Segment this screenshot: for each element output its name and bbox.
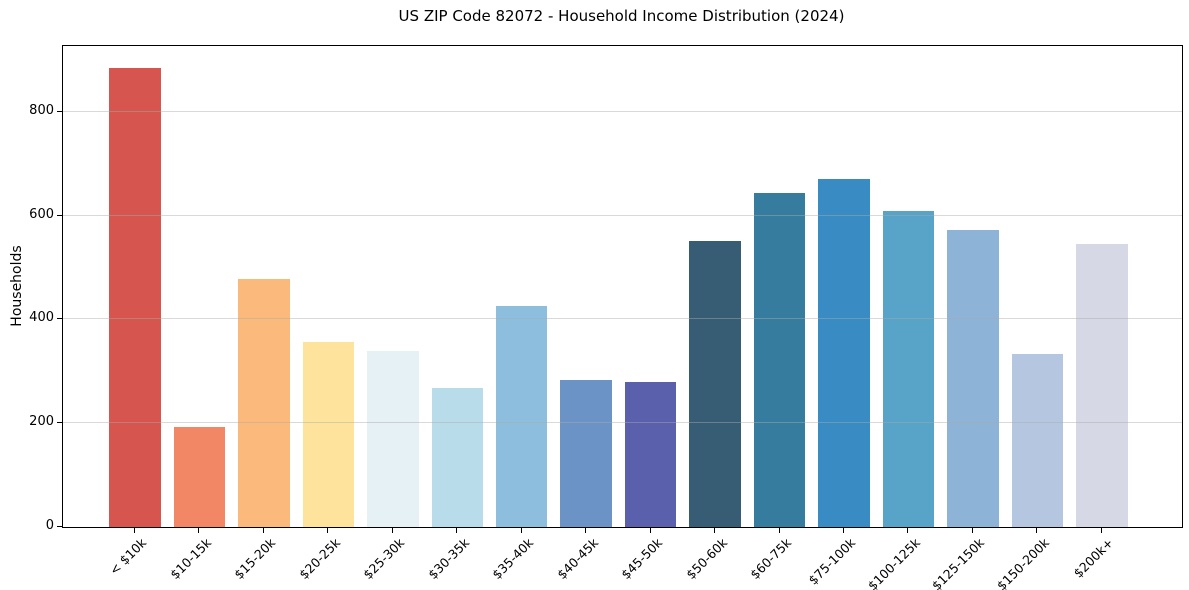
- x-tick-mark-40-45k: [585, 528, 587, 533]
- bar-60-75k: [753, 193, 806, 527]
- x-tick-mark-10-15k: [198, 528, 200, 533]
- x-tick-label-100-125k: $100-125k: [864, 535, 923, 590]
- bar-100-125k: [882, 211, 935, 527]
- plot-area: [62, 45, 1183, 528]
- bar-150-200k: [1011, 354, 1064, 527]
- x-tick-mark-25-30k: [391, 528, 393, 533]
- x-tick-label-150-200k: $150-200k: [993, 535, 1052, 590]
- x-tick-label-15-20k: $15-20k: [231, 535, 279, 583]
- y-tick-mark-600: [57, 214, 62, 216]
- x-tick-label-200k+: $200k+: [1070, 535, 1117, 581]
- x-tick-label-20-25k: $20-25k: [295, 535, 343, 583]
- x-tick-mark-125-150k: [971, 528, 973, 533]
- bar-75-100k: [818, 179, 870, 527]
- x-tick-mark-20-25k: [327, 528, 329, 533]
- x-tick-mark-200k+: [1100, 528, 1102, 533]
- y-tick-label-800: 800: [29, 102, 54, 118]
- x-tick-mark-75-100k: [842, 528, 844, 533]
- bar-200k+: [1076, 244, 1128, 527]
- x-tick-label-75-100k: $75-100k: [805, 535, 859, 588]
- x-tick-label-10k: < $10k: [106, 535, 150, 578]
- x-tick-label-35-40k: $35-40k: [489, 535, 537, 583]
- y-tick-label-400: 400: [29, 310, 54, 326]
- bar-10k: [109, 67, 161, 527]
- x-tick-mark-150-200k: [1036, 528, 1038, 533]
- chart-title: US ZIP Code 82072 - Household Income Dis…: [398, 7, 845, 25]
- bar-45-50k: [624, 382, 677, 527]
- y-tick-mark-0: [57, 526, 62, 527]
- y-tick-label-0: 0: [45, 518, 54, 533]
- bar-35-40k: [495, 306, 548, 527]
- gridline-400: [63, 318, 1182, 320]
- x-tick-label-30-35k: $30-35k: [424, 535, 472, 583]
- gridline-800: [63, 110, 1182, 112]
- y-tick-mark-400: [57, 318, 62, 320]
- x-tick-mark-45-50k: [649, 528, 651, 533]
- x-tick-mark-10k: [134, 528, 135, 533]
- x-tick-mark-60-75k: [778, 528, 780, 533]
- bar-30-35k: [431, 388, 483, 527]
- gridline-600: [63, 214, 1182, 216]
- x-tick-mark-30-35k: [456, 528, 458, 533]
- x-tick-label-40-45k: $40-45k: [553, 535, 601, 583]
- y-tick-label-200: 200: [29, 414, 54, 430]
- x-tick-mark-35-40k: [520, 528, 522, 533]
- bar-25-30k: [367, 351, 419, 527]
- bar-40-45k: [560, 379, 612, 527]
- bar-125-150k: [947, 230, 999, 527]
- x-tick-label-45-50k: $45-50k: [618, 535, 666, 583]
- x-tick-label-50-60k: $50-60k: [682, 535, 730, 583]
- x-tick-mark-15-20k: [262, 528, 264, 533]
- x-tick-mark-50-60k: [714, 528, 716, 533]
- x-tick-label-25-30k: $25-30k: [360, 535, 408, 583]
- x-tick-mark-100-125k: [907, 528, 909, 533]
- y-tick-mark-200: [57, 422, 62, 424]
- bar-10-15k: [173, 427, 226, 527]
- gridline-200: [63, 422, 1182, 424]
- bar-50-60k: [689, 240, 741, 527]
- y-tick-mark-800: [57, 110, 62, 112]
- bar-20-25k: [302, 342, 355, 527]
- bar-15-20k: [238, 278, 290, 527]
- x-tick-label-10-15k: $10-15k: [167, 535, 215, 583]
- x-tick-label-125-150k: $125-150k: [929, 535, 988, 590]
- x-tick-label-60-75k: $60-75k: [747, 535, 795, 583]
- y-tick-label-600: 600: [29, 206, 54, 222]
